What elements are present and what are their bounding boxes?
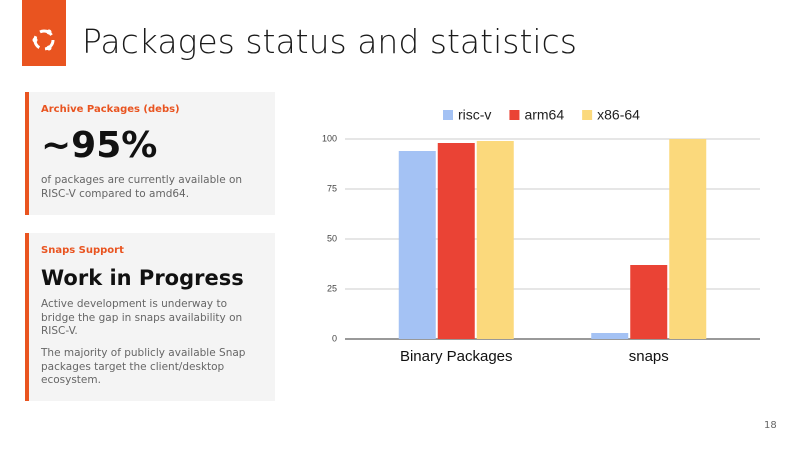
bar [669, 139, 707, 339]
card-headline: ~95% [41, 125, 158, 166]
y-tick-label: 75 [327, 183, 337, 193]
y-tick-label: 100 [322, 133, 337, 143]
card: Snaps Support Work in Progress Active de… [25, 233, 275, 401]
bar [398, 151, 436, 339]
legend-swatch [509, 110, 520, 120]
y-tick-label: 50 [327, 233, 337, 243]
y-tick-label: 0 [332, 333, 337, 343]
logo-icon [32, 29, 55, 51]
bar [476, 141, 514, 339]
card: Archive Packages (debs) ~95% of packages… [25, 92, 275, 215]
bar [630, 265, 668, 339]
chart: 0 25 50 75 100 risc-v arm64 x86-64 Binary Packag… [322, 107, 760, 365]
bar [591, 333, 629, 339]
card-text: of packages are currently available on R… [41, 174, 243, 200]
card-label: Archive Packages (debs) [41, 104, 180, 115]
card-label: Snaps Support [41, 245, 124, 256]
slide-title: Packages status and statistics [82, 22, 577, 61]
legend-swatch [443, 110, 453, 120]
legend-label: arm64 [524, 107, 564, 123]
card-text: The majority of publicly available Snap … [41, 346, 246, 387]
y-tick-label: 25 [327, 283, 337, 293]
card-headline: Work in Progress [41, 266, 244, 290]
legend-label: x86-64 [597, 107, 640, 123]
card-text: Active development is underway to bridge… [41, 298, 243, 338]
legend-swatch [582, 110, 593, 120]
page-number: 18 [764, 420, 777, 431]
x-tick-label: snaps [629, 348, 669, 365]
logo [22, 0, 66, 66]
x-tick-label: Binary Packages [400, 348, 513, 365]
legend-label: risc-v [458, 107, 491, 123]
bar [437, 143, 475, 339]
